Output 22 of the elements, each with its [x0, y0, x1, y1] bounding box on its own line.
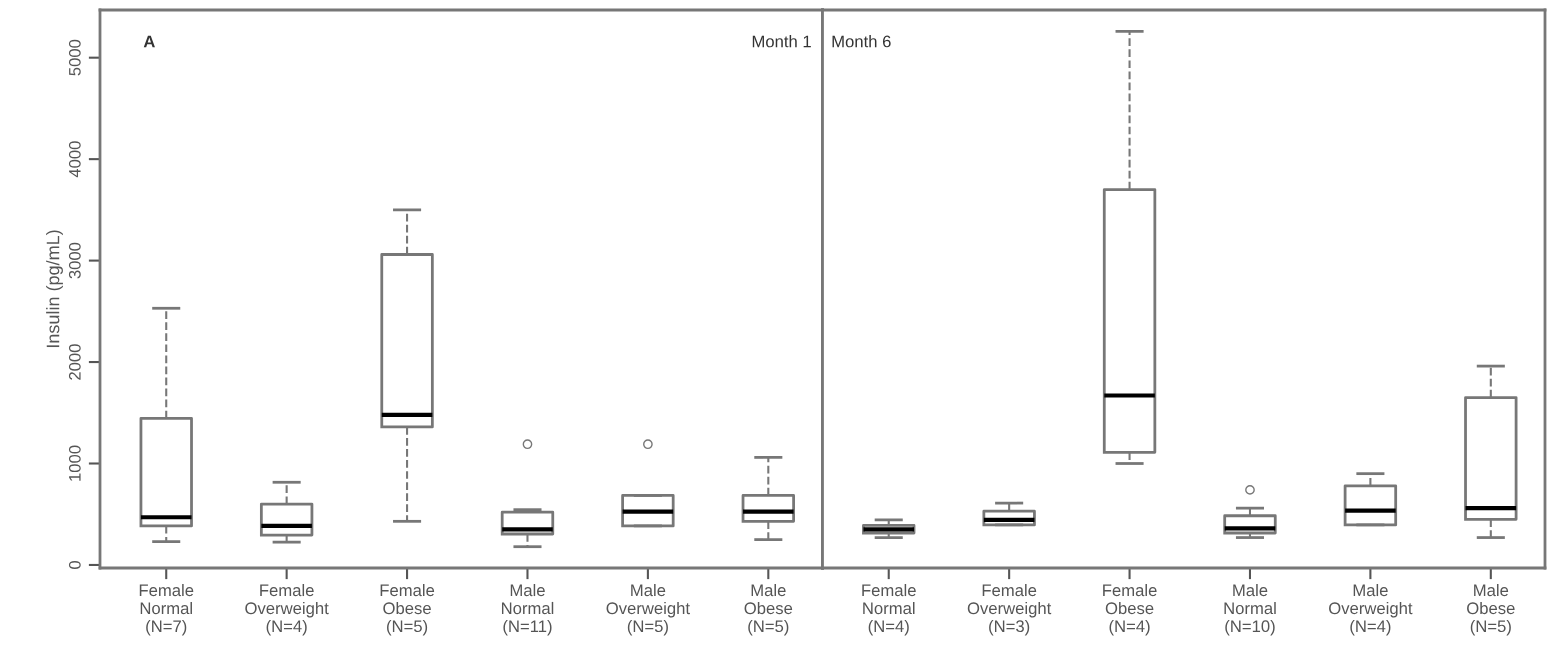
y-tick-label: 5000 [68, 39, 81, 76]
y-tick-label: 4000 [68, 141, 81, 178]
x-tick-label: Female Overweight (N=4) [245, 583, 329, 636]
x-tick-label: Female Obese (N=5) [380, 583, 435, 636]
y-tick-label: 1000 [68, 445, 81, 481]
annotation: Month 6 [832, 35, 891, 48]
x-tick-label: Male Normal (N=11) [501, 583, 554, 636]
x-tick-label: Female Normal (N=4) [862, 583, 916, 636]
x-tick-label: Male Overweight (N=5) [606, 583, 690, 636]
x-tick-label: Male Normal (N=10) [1224, 583, 1276, 636]
x-tick-label: Female Overweight (N=3) [967, 583, 1052, 636]
annotation: A [143, 35, 155, 48]
y-axis-title: Insulin (pg/mL) [46, 230, 63, 348]
y-tick-label: 0 [68, 560, 81, 569]
annotation: Month 1 [752, 35, 811, 48]
y-tick-label: 3000 [68, 242, 81, 279]
x-tick-label: Male Obese (N=5) [1467, 583, 1515, 636]
y-tick-label: 2000 [68, 344, 81, 380]
x-tick-label: Male Obese (N=5) [744, 583, 793, 636]
x-tick-label: Female Normal (N=7) [139, 583, 194, 636]
x-tick-label: Female Obese (N=4) [1103, 583, 1157, 636]
x-tick-label: Male Overweight (N=4) [1329, 583, 1413, 636]
